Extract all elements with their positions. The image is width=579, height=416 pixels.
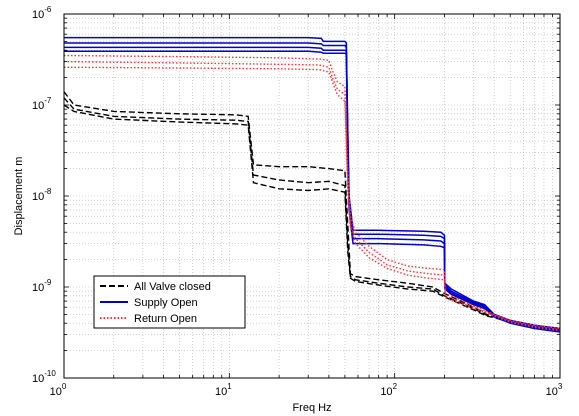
- axis-ticks: [64, 14, 560, 378]
- series-line-return-open: [63, 60, 561, 331]
- series-line-supply-open: [64, 50, 561, 333]
- series-line-all-valve-closed: [63, 97, 561, 331]
- legend-label-all-valve-closed: All Valve closed: [134, 281, 211, 293]
- legend-label-return-open: Return Open: [134, 313, 197, 325]
- series-line-all-valve-closed: [63, 91, 561, 330]
- series-line-all-valve-closed: [63, 104, 561, 332]
- y-axis-label: Displacement m: [13, 157, 25, 236]
- legend: All Valve closed Supply Open Return Open: [93, 275, 246, 329]
- x-axis-label: Freq Hz: [292, 402, 331, 414]
- plot-series: [63, 36, 561, 333]
- series-line-return-open: [63, 54, 561, 330]
- legend-label-supply-open: Supply Open: [134, 297, 198, 309]
- series-line-return-open: [63, 66, 561, 332]
